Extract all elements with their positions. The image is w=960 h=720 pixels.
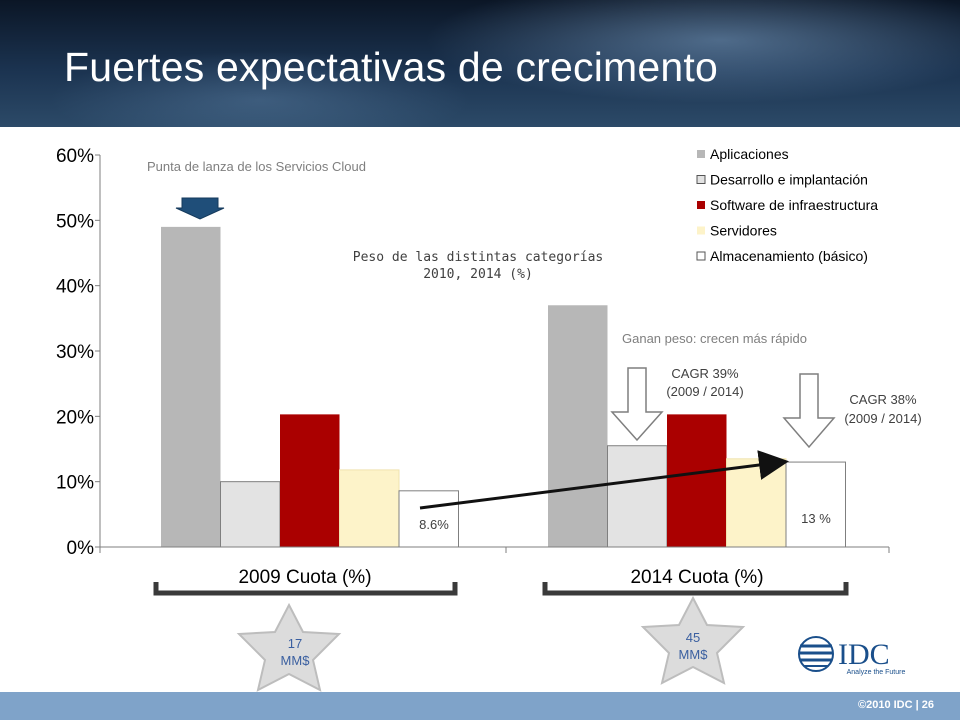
bar-2009-series-0 bbox=[161, 226, 221, 547]
storage-2014-data-label: 13 % bbox=[801, 511, 831, 526]
storage-2009-data-label: 8.6% bbox=[419, 517, 449, 532]
star-2014-unit: MM$ bbox=[679, 647, 709, 662]
inner-chart-title-line2: 2010, 2014 (%) bbox=[423, 267, 533, 282]
star-2009-value: 17 bbox=[288, 636, 302, 651]
bar-2009-series-3 bbox=[339, 469, 400, 548]
y-tick-label: 0% bbox=[67, 538, 95, 559]
cagr1-line2: (2009 / 2014) bbox=[666, 384, 743, 399]
legend-swatch bbox=[696, 175, 706, 184]
star-2009-unit: MM$ bbox=[281, 653, 311, 668]
legend-label: Aplicaciones bbox=[710, 146, 789, 162]
cagr2-line2: (2009 / 2014) bbox=[844, 411, 921, 426]
y-tick-label: 30% bbox=[56, 342, 94, 363]
idc-logo-text: IDC bbox=[838, 638, 890, 671]
banner-background-image bbox=[0, 0, 960, 127]
legend-label: Desarrollo e implantación bbox=[710, 172, 868, 188]
idc-globe-icon bbox=[798, 636, 834, 672]
y-tick-label: 60% bbox=[56, 146, 94, 167]
legend-swatch bbox=[697, 226, 705, 235]
copyright-text: ©2010 IDC | 26 bbox=[857, 699, 934, 711]
spearhead-down-arrow-icon bbox=[175, 197, 225, 220]
axes-layer: 0% 10% 20% 30% 40% 50% 60% 2009 Cuota (%) 2014 C… bbox=[56, 146, 890, 588]
legend-label: Servidores bbox=[710, 223, 777, 239]
title-banner: Fuertes expectativas de crecimento bbox=[0, 0, 960, 127]
legend-swatch bbox=[696, 251, 706, 261]
bar-2014-series-3 bbox=[726, 458, 787, 548]
y-tick-label: 50% bbox=[56, 211, 94, 232]
x-category-label: 2009 Cuota (%) bbox=[238, 567, 371, 588]
bar-2014-series-0 bbox=[548, 305, 608, 547]
legend-swatch bbox=[697, 150, 705, 158]
bar-2009-series-1 bbox=[220, 481, 281, 548]
legend-label: Software de infraestructura bbox=[710, 197, 878, 213]
gain-annotation: Ganan peso: crecen más rápido bbox=[622, 331, 807, 346]
bar-2014-series-1 bbox=[607, 445, 668, 548]
legend-label: Almacenamiento (básico) bbox=[710, 248, 868, 264]
cagr2-down-arrow-icon bbox=[782, 373, 836, 449]
spearhead-annotation: Punta de lanza de los Servicios Cloud bbox=[147, 159, 366, 174]
star-2014-value: 45 bbox=[686, 630, 700, 645]
footer-bar bbox=[0, 692, 960, 720]
star-2009-icon bbox=[236, 602, 342, 692]
bar-2014-series-4 bbox=[785, 461, 846, 548]
cagr1-line1: CAGR 39% bbox=[671, 366, 739, 381]
idc-logo-tagline: Analyze the Future bbox=[847, 669, 906, 676]
page-title: Fuertes expectativas de crecimento bbox=[64, 44, 718, 90]
bar-2014-series-2 bbox=[667, 414, 727, 547]
y-tick-label: 10% bbox=[56, 473, 94, 494]
bars-layer bbox=[161, 226, 846, 548]
bar-2009-series-2 bbox=[280, 414, 340, 547]
inner-chart-title-line1: Peso de las distintas categorías bbox=[353, 250, 603, 265]
x-category-label: 2014 Cuota (%) bbox=[630, 567, 763, 588]
legend: Aplicaciones Desarrollo e implantación Sof… bbox=[696, 146, 878, 264]
chart: 0% 10% 20% 30% 40% 50% 60% 2009 Cuota (%) 2014 C… bbox=[56, 146, 922, 692]
legend-swatch bbox=[697, 201, 705, 209]
bracket-2009 bbox=[153, 582, 458, 596]
y-tick-label: 20% bbox=[56, 407, 94, 428]
cagr2-line1: CAGR 38% bbox=[849, 392, 917, 407]
y-tick-label: 40% bbox=[56, 277, 94, 298]
growth-arrow bbox=[419, 450, 789, 510]
cagr1-down-arrow-icon bbox=[610, 367, 664, 442]
star-2014-icon bbox=[640, 595, 746, 685]
idc-logo: IDC Analyze the Future bbox=[798, 636, 906, 676]
bracket-2014 bbox=[542, 582, 849, 596]
